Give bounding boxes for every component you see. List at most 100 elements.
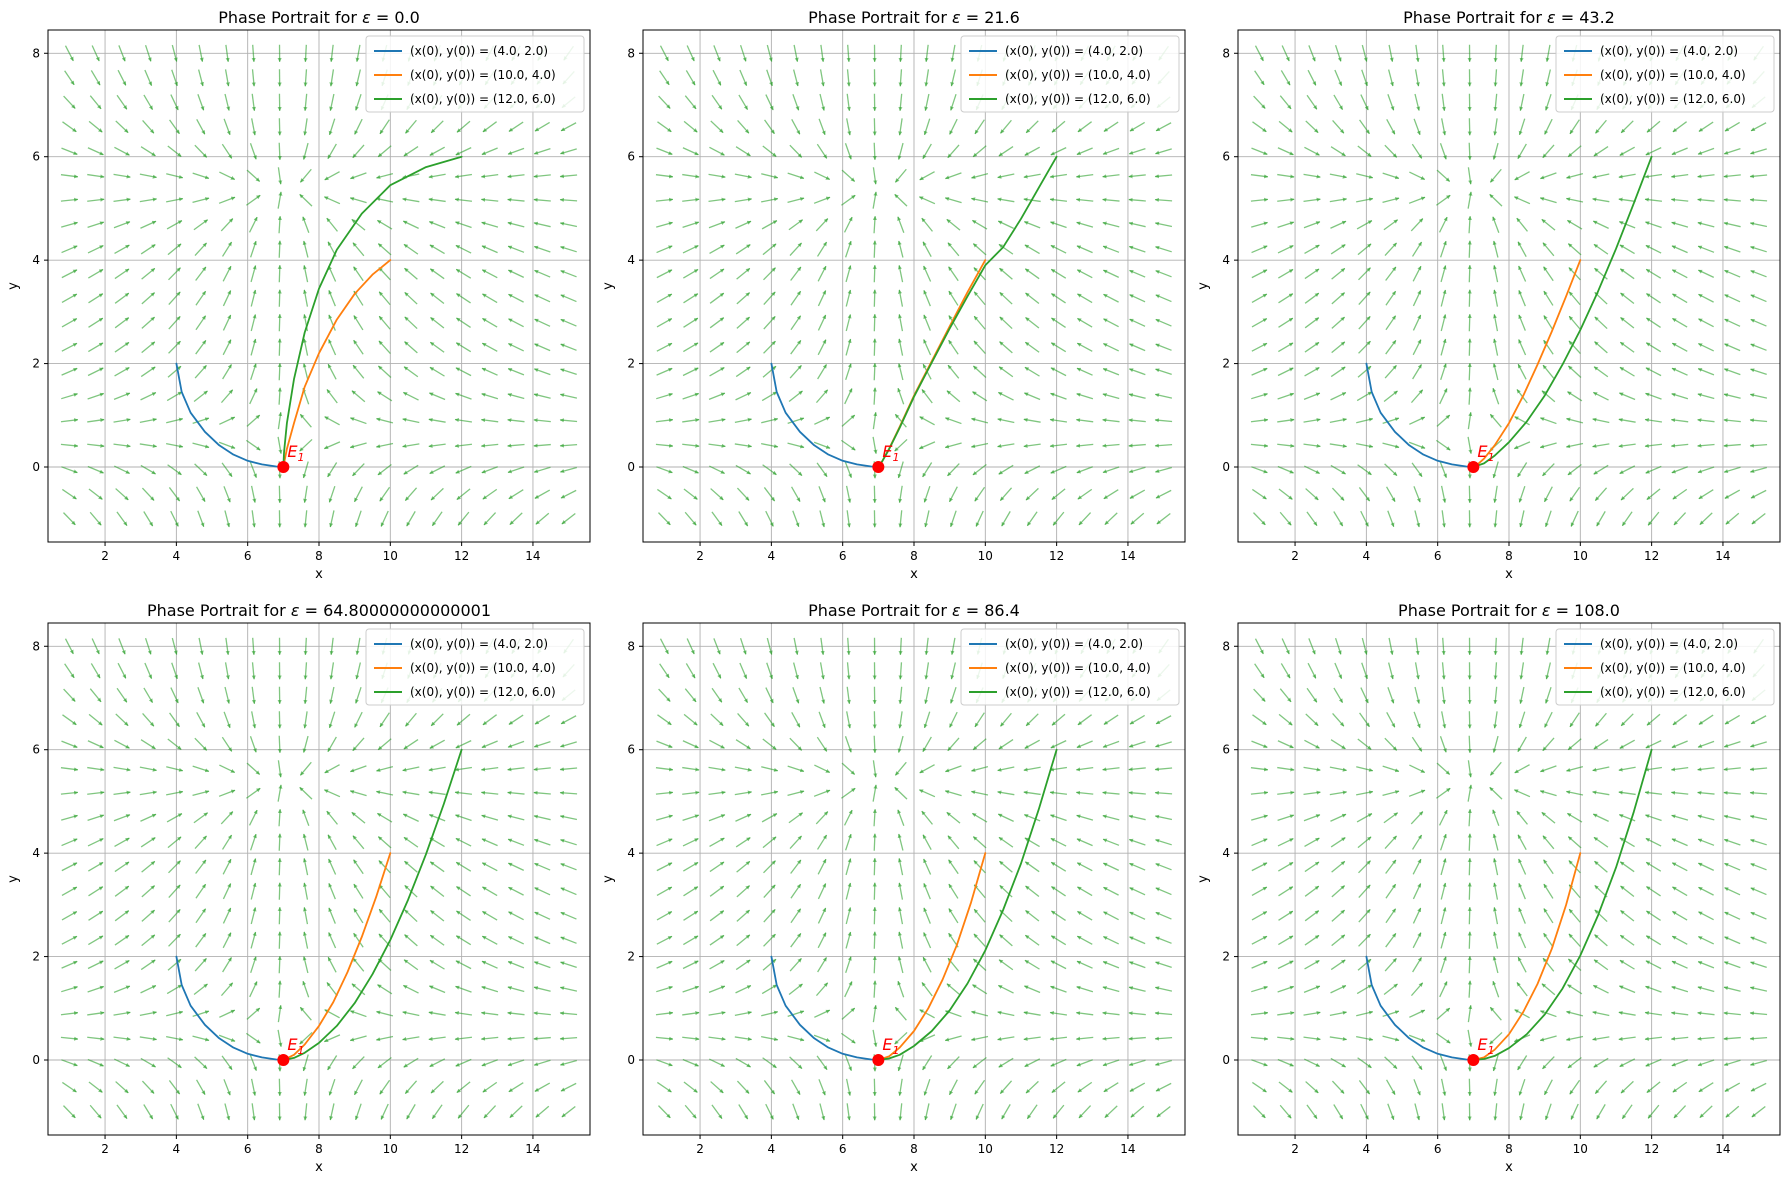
field-arrow: [480, 197, 499, 202]
field-arrow: [735, 220, 752, 229]
field-arrow: [845, 485, 852, 503]
field-arrow: [428, 221, 446, 229]
field-arrow: [61, 147, 78, 156]
legend-entry-3: (x(0), y(0)) = (12.0, 6.0): [410, 685, 556, 699]
legend-entry-1: (x(0), y(0)) = (4.0, 2.0): [1600, 44, 1738, 58]
field-arrow: [60, 197, 79, 202]
field-arrow: [819, 93, 826, 111]
field-arrow: [405, 119, 417, 134]
field-arrow: [872, 906, 877, 925]
field-arrow: [708, 443, 726, 448]
field-arrow: [171, 44, 178, 62]
field-arrow: [225, 44, 230, 63]
field-arrow: [793, 44, 799, 63]
field-arrow: [277, 436, 283, 455]
field-arrow: [872, 264, 877, 283]
field-arrow: [535, 512, 550, 525]
y-tick-label: 8: [1222, 639, 1230, 653]
field-arrow: [328, 314, 336, 331]
field-arrow: [481, 147, 498, 156]
y-tick-label: 2: [32, 357, 40, 371]
field-arrow: [763, 340, 776, 354]
y-axis-label: y: [601, 282, 616, 290]
field-arrow: [657, 121, 672, 133]
legend-entry-1: (x(0), y(0)) = (4.0, 2.0): [1005, 637, 1143, 651]
equilibrium-label-subscript: 1: [892, 451, 899, 464]
field-arrow: [1467, 906, 1472, 925]
field-arrow: [192, 197, 210, 204]
field-arrow: [303, 93, 308, 112]
equilibrium-label-subscript: 1: [297, 451, 304, 464]
field-arrow: [351, 390, 366, 403]
field-arrow: [683, 120, 698, 133]
field-arrow: [533, 466, 551, 474]
field-arrow: [897, 338, 904, 356]
field-arrow: [250, 240, 257, 258]
field-arrow: [277, 882, 282, 900]
field-arrow: [87, 197, 105, 202]
field-arrow: [846, 69, 851, 87]
x-tick-label: 4: [173, 1142, 181, 1156]
field-arrow: [817, 364, 828, 380]
field-arrow: [872, 955, 877, 974]
field-arrow: [192, 442, 210, 449]
field-arrow: [378, 267, 391, 281]
x-tick-label: 10: [978, 549, 993, 563]
field-arrow: [734, 173, 752, 179]
chart-title: Phase Portrait for ε = 0.0: [218, 8, 420, 27]
field-arrow: [655, 197, 674, 202]
field-arrow: [872, 338, 877, 356]
field-arrow: [251, 510, 257, 528]
y-tick-label: 6: [627, 150, 635, 164]
field-arrow: [480, 443, 499, 448]
field-arrow: [843, 216, 853, 233]
field-arrow: [897, 387, 905, 405]
field-arrow: [167, 365, 182, 378]
field-arrow: [683, 293, 699, 304]
y-tick-label: 6: [1222, 150, 1230, 164]
field-arrow: [378, 340, 391, 354]
field-arrow: [713, 45, 721, 62]
field-arrow: [140, 146, 156, 157]
chart-title-symbol: ε: [952, 601, 961, 620]
x-tick-label: 4: [768, 1142, 776, 1156]
field-arrow: [788, 390, 803, 402]
field-arrow: [113, 173, 131, 179]
field-arrow: [481, 342, 498, 352]
field-arrow: [379, 119, 390, 135]
field-arrow: [218, 441, 236, 449]
field-arrow: [456, 120, 471, 133]
field-arrow: [1467, 931, 1472, 949]
field-arrow: [327, 363, 337, 380]
field-arrow: [141, 292, 156, 305]
field-arrow: [763, 316, 776, 330]
field-arrow: [326, 217, 338, 232]
field-arrow: [139, 197, 158, 203]
field-arrow: [250, 314, 257, 332]
field-arrow: [845, 314, 852, 332]
field-arrow: [194, 242, 207, 256]
x-tick-label: 2: [1291, 1142, 1299, 1156]
field-arrow: [329, 510, 335, 528]
field-arrow: [251, 44, 256, 63]
field-arrow: [482, 121, 498, 133]
field-arrow: [792, 510, 800, 528]
field-arrow: [709, 465, 725, 475]
field-arrow: [302, 240, 309, 258]
field-arrow: [88, 342, 104, 353]
x-tick-label: 8: [1505, 1142, 1513, 1156]
field-arrow: [456, 293, 471, 304]
field-arrow: [89, 95, 102, 110]
x-tick-label: 14: [1715, 1142, 1730, 1156]
field-arrow: [790, 266, 802, 281]
field-arrow: [221, 143, 233, 159]
field-arrow: [872, 313, 877, 332]
field-arrow: [481, 245, 498, 254]
legend-box: [365, 35, 585, 113]
field-arrow: [277, 142, 282, 161]
field-arrow: [1493, 44, 1498, 63]
field-arrow: [219, 171, 236, 181]
field-arrow: [118, 45, 126, 62]
field-arrow: [659, 45, 669, 62]
field-arrow: [533, 418, 551, 423]
